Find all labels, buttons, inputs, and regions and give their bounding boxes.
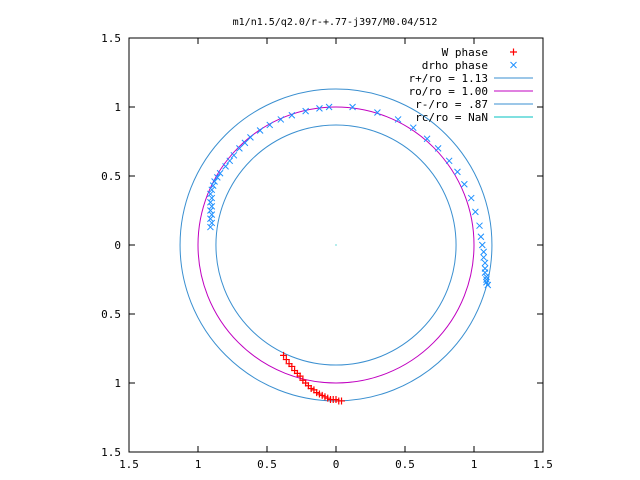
drho-phase-point (480, 254, 488, 261)
series-w-phase (280, 351, 346, 405)
drho-phase-point (478, 241, 486, 249)
drho-phase-point (409, 124, 417, 132)
drho-phase-point (460, 180, 468, 188)
legend-key-drho-phase (510, 61, 517, 69)
drho-phase-point (476, 222, 483, 230)
w-phase-point (280, 351, 288, 359)
drho-phase-point (445, 157, 453, 165)
drho-phase-point (208, 203, 216, 210)
drho-phase-point (208, 211, 216, 218)
drho-phase-point (216, 169, 224, 177)
drho-phase-point (483, 273, 490, 281)
legend-label: ro/ro = 1.00 (409, 85, 488, 98)
drho-phase-point (236, 145, 243, 152)
x-tick-label: 0.5 (395, 458, 415, 471)
legend-label: rc/ro = NaN (415, 111, 488, 124)
drho-phase-point (374, 109, 381, 116)
drho-phase-point (222, 162, 229, 170)
y-tick-label: 1 (114, 377, 121, 390)
drho-phase-point (302, 107, 309, 115)
legend-key-w-phase (510, 48, 517, 56)
drho-phase-point (467, 194, 475, 202)
x-tick-label: 0.5 (257, 458, 277, 471)
drho-phase-point (472, 208, 479, 216)
drho-phase-point (481, 259, 489, 267)
legend-label: r-/ro = .87 (415, 98, 488, 111)
drho-phase-point (477, 233, 485, 241)
drho-phase-point (208, 186, 216, 194)
drho-phase-point (207, 215, 214, 223)
drho-phase-point (325, 103, 333, 111)
drho-phase-point (256, 127, 264, 134)
drho-phase-point (247, 134, 254, 141)
circle-roro (197, 106, 475, 384)
x-tick-label: 1 (195, 458, 202, 471)
x-tick-label: 0 (333, 458, 340, 471)
drho-phase-point (208, 194, 216, 202)
center-point (335, 244, 337, 246)
drho-phase-point (266, 121, 274, 129)
chart-title: m1/n1.5/q2.0/r-+.77-j397/M0.04/512 (233, 17, 438, 28)
drho-phase-point (241, 139, 249, 147)
drho-phase-point (480, 248, 488, 256)
w-phase-point (338, 397, 346, 405)
x-tick-label: 1 (471, 458, 478, 471)
series-drho-phase (207, 103, 492, 289)
drho-phase-point (208, 219, 216, 227)
y-tick-label: 0 (114, 239, 121, 252)
drho-phase-point (288, 111, 296, 119)
drho-phase-point (483, 276, 490, 283)
drho-phase-point (230, 151, 238, 159)
legend-label: drho phase (422, 59, 488, 72)
x-tick-label: 1.5 (533, 458, 553, 471)
legend-label: W phase (442, 46, 488, 59)
y-tick-label: 1.5 (101, 32, 121, 45)
drho-phase-point (316, 105, 323, 112)
w-phase-point (296, 372, 304, 380)
x-tick-label: 1.5 (119, 458, 139, 471)
w-phase-point (282, 356, 290, 364)
drho-phase-point (484, 281, 492, 289)
drho-phase-point (207, 190, 214, 198)
drho-phase-point (226, 157, 234, 165)
drho-phase-point (213, 174, 221, 181)
y-tick-label: 0.5 (101, 170, 121, 183)
drho-phase-point (209, 182, 217, 190)
y-tick-label: 1.5 (101, 446, 121, 459)
drho-phase-point (434, 145, 442, 152)
drho-phase-point (207, 223, 214, 231)
w-phase-point (288, 362, 296, 370)
circle-rro (215, 124, 457, 366)
y-tick-label: 1 (114, 101, 121, 114)
drho-phase-point (277, 116, 285, 123)
drho-phase-point (423, 135, 431, 143)
drho-phase-point (207, 198, 214, 206)
drho-phase-point (207, 207, 214, 214)
y-tick-label: 0.5 (101, 308, 121, 321)
legend-label: r+/ro = 1.13 (409, 72, 488, 85)
drho-phase-point (349, 103, 356, 111)
drho-phase-point (394, 116, 402, 123)
drho-phase-point (454, 168, 461, 176)
data-series (207, 103, 492, 405)
reference-circles (179, 88, 493, 402)
drho-phase-point (481, 269, 489, 276)
axis-ticks: 1.5 1 0.5 0 0.5 1 1.51.510.500.511.5 (101, 32, 553, 471)
drho-phase-point (211, 178, 218, 185)
